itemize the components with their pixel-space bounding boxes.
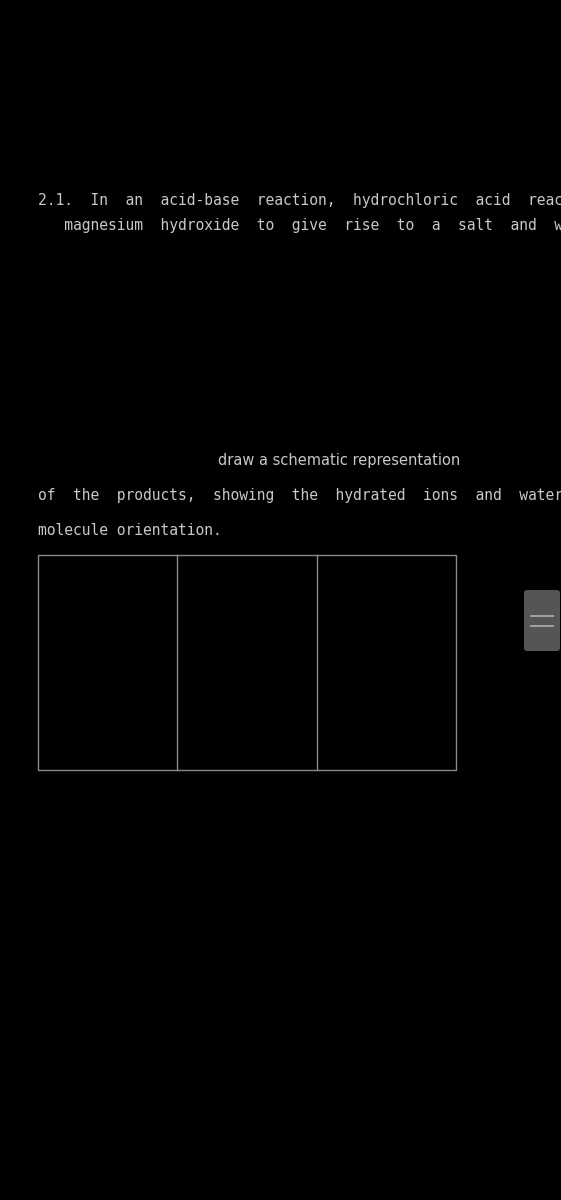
Text: of  the  products,  showing  the  hydrated  ions  and  water: of the products, showing the hydrated io… [38, 488, 561, 503]
FancyBboxPatch shape [524, 590, 560, 650]
Text: 2.1.  In  an  acid-base  reaction,  hydrochloric  acid  reacts  with: 2.1. In an acid-base reaction, hydrochlo… [38, 193, 561, 208]
Bar [38, 554, 456, 770]
Text: molecule orientation.: molecule orientation. [38, 523, 222, 538]
Text: magnesium  hydroxide  to  give  rise  to  a  salt  and  water.: magnesium hydroxide to give rise to a sa… [38, 218, 561, 233]
Text: draw a schematic representation: draw a schematic representation [218, 452, 460, 468]
